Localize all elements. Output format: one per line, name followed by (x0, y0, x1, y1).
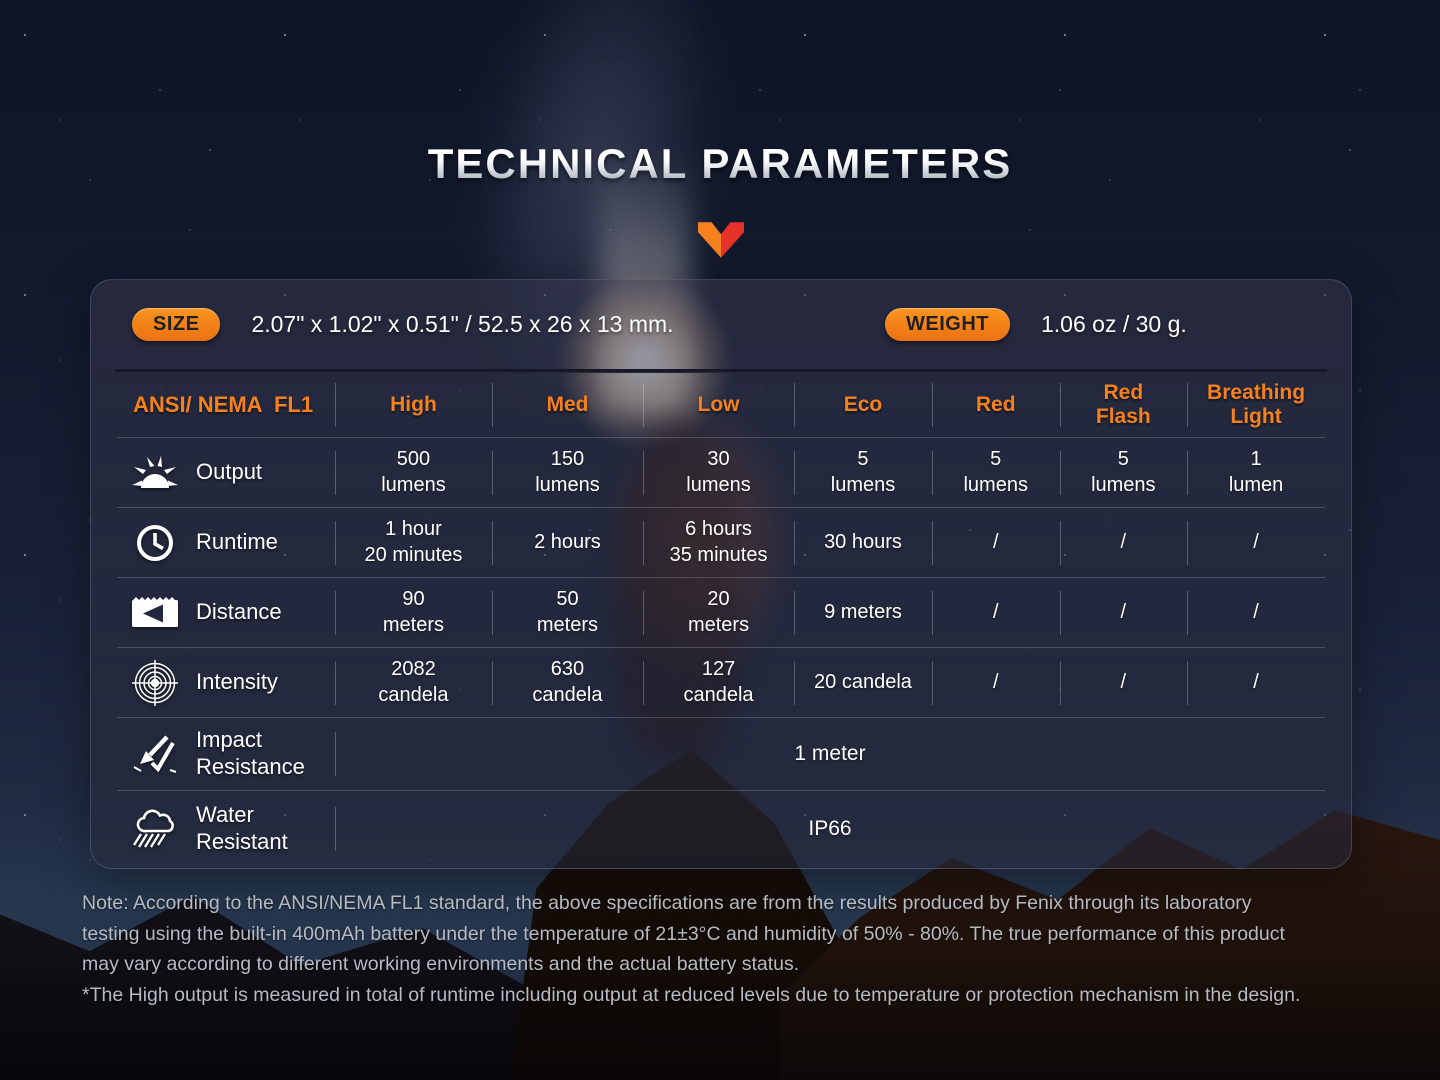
footnote-line: testing using the built-in 400mAh batter… (82, 922, 1285, 945)
cell-intensity-med: 630 candela (532, 658, 603, 706)
column-header-breathing-light: Breathing Light (1207, 381, 1306, 428)
rain-cloud-icon (127, 809, 183, 849)
column-header-red-flash: Red Flash (1095, 381, 1151, 428)
column-header-med: Med (546, 393, 589, 417)
size-value: 2.07" x 1.02" x 0.51" / 52.5 x 26 x 13 m… (251, 311, 674, 337)
cell-runtime-low: 6 hours 35 minutes (669, 518, 768, 566)
cell-runtime-high: 1 hour 20 minutes (364, 518, 463, 566)
cell-output-high: 500 lumens (381, 448, 446, 496)
cell-output-low: 30 lumens (686, 448, 751, 496)
cell-output-eco: 5 lumens (830, 448, 896, 496)
cell-intensity-high: 2082 candela (378, 658, 449, 706)
cell-runtime-breathing: / (1253, 530, 1259, 553)
table-row-water-resistant: Water Resistant IP66 (117, 790, 1325, 867)
cell-intensity-red: / (992, 670, 999, 693)
cell-output-breathing: 1 lumen (1228, 448, 1284, 496)
table-row-intensity: Intensity 2082 candela 630 candela 127 c… (117, 647, 1325, 717)
column-header-red: Red (975, 393, 1016, 417)
brightness-sun-icon (127, 455, 183, 491)
cell-runtime-med: 2 hours (534, 530, 601, 553)
row-label-impact-resistance: Impact Resistance (196, 727, 305, 779)
bottom-vignette (0, 960, 1440, 1080)
cell-distance-low: 20 meters (687, 588, 750, 636)
footnote-line: Note: According to the ANSI/NEMA FL1 sta… (82, 892, 1252, 914)
table-row-output: Output 500 lumens 150 lumens 30 lumens 5… (117, 437, 1325, 507)
spec-table: ANSI/ NEMA FL1 High Med Low Eco Red Red … (117, 373, 1325, 867)
cell-intensity-low: 127 candela (683, 658, 754, 706)
table-row-distance: Distance 90 meters 50 meters 20 meters 9… (117, 577, 1325, 647)
cell-distance-med: 50 meters (536, 588, 599, 636)
weight-group: WEIGHT 1.06 oz / 30 g. (885, 280, 1187, 369)
cell-output-red-flash: 5 lumens (1091, 448, 1156, 496)
footnote-line: may vary according to different working … (82, 953, 800, 976)
row-label-intensity: Intensity (196, 669, 278, 695)
weight-value: 1.06 oz / 30 g. (1041, 311, 1187, 337)
column-header-low: Low (697, 393, 740, 417)
footnote-line: *The High output is measured in total of… (82, 983, 1301, 1006)
size-group: SIZE 2.07" x 1.02" x 0.51" / 52.5 x 26 x… (132, 280, 674, 369)
table-row-impact-resistance: Impact Resistance 1 meter (117, 717, 1325, 790)
impact-arrow-icon (127, 734, 183, 774)
spec-panel: SIZE 2.07" x 1.02" x 0.51" / 52.5 x 26 x… (90, 279, 1352, 869)
cell-impact-resistance-value: 1 meter (794, 742, 866, 765)
cell-intensity-eco: 20 candela (814, 670, 912, 693)
column-header-eco: Eco (843, 393, 883, 417)
row-label-water-resistant: Water Resistant (196, 802, 288, 854)
standard-label: ANSI/ NEMA FL1 (133, 392, 314, 417)
cell-runtime-red-flash: / (1120, 530, 1127, 553)
column-header-high: High (390, 393, 437, 417)
page-title: TECHNICAL PARAMETERS (0, 140, 1440, 188)
cell-distance-red: / (992, 600, 999, 623)
cell-distance-red-flash: / (1120, 600, 1127, 623)
cell-intensity-red-flash: / (1120, 670, 1127, 693)
cell-output-red: 5 lumens (963, 448, 1028, 496)
weight-badge: WEIGHT (885, 308, 1010, 341)
chevron-down-icon (698, 222, 744, 258)
row-label-distance: Distance (196, 599, 282, 625)
size-badge: SIZE (132, 308, 221, 341)
cell-distance-high: 90 meters (382, 588, 445, 636)
cell-distance-eco: 9 meters (824, 600, 902, 623)
cell-intensity-breathing: / (1253, 670, 1259, 693)
beam-distance-icon (127, 596, 183, 630)
cell-runtime-red: / (992, 530, 999, 553)
cell-runtime-eco: 30 hours (824, 530, 902, 553)
target-intensity-icon (127, 659, 183, 706)
table-header-row: ANSI/ NEMA FL1 High Med Low Eco Red Red … (117, 373, 1325, 437)
cell-output-med: 150 lumens (535, 448, 600, 496)
row-label-output: Output (196, 459, 263, 485)
footnote: Note: According to the ANSI/NEMA FL1 sta… (82, 888, 1382, 1010)
row-label-runtime: Runtime (196, 529, 278, 555)
size-weight-row: SIZE 2.07" x 1.02" x 0.51" / 52.5 x 26 x… (91, 280, 1351, 369)
clock-icon (127, 523, 183, 563)
cell-distance-breathing: / (1253, 600, 1259, 623)
cell-water-resistant-value: IP66 (808, 817, 852, 840)
table-row-runtime: Runtime 1 hour 20 minutes 2 hours 6 hour… (117, 507, 1325, 577)
